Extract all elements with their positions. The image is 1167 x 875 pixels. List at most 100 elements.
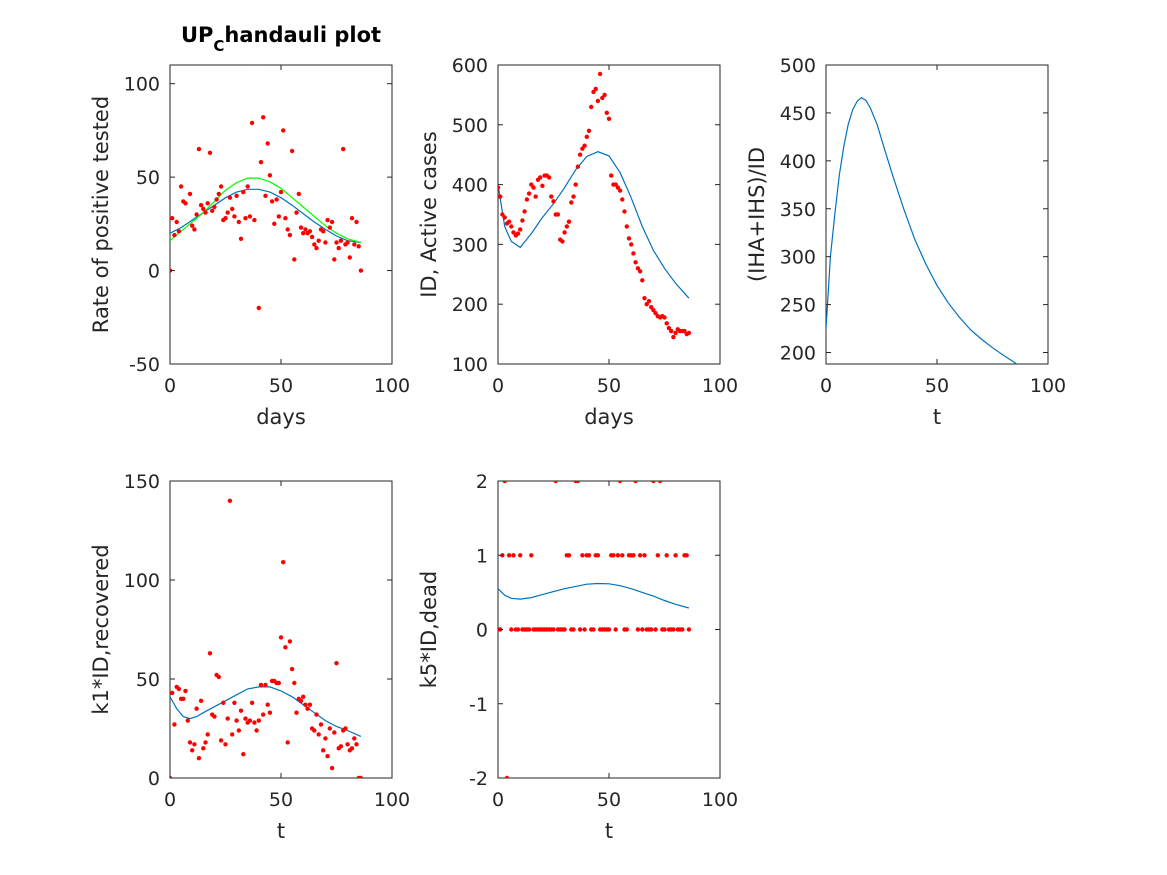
data-point [577,627,583,632]
data-point [586,128,592,133]
data-point [201,746,206,751]
data-point [247,214,253,219]
data-point [205,732,210,737]
data-point [529,553,534,558]
data-point [635,627,641,632]
data-point [604,110,609,116]
y-tick-label: 100 [124,570,160,592]
data-point [234,718,239,723]
data-point [624,224,629,229]
data-point [232,214,237,219]
data-point [190,223,195,228]
data-point [194,706,199,711]
data-point [287,639,293,644]
data-point [212,204,217,210]
data-point [249,120,255,126]
data-point [294,710,299,715]
data-point [194,212,199,217]
data-point [644,302,649,307]
data-point [564,224,569,229]
x-tick-label: 50 [925,375,949,397]
data-point [294,210,299,215]
data-point [653,627,658,632]
data-point [309,234,315,240]
data-point [575,164,581,169]
data-point [170,690,175,696]
data-point [655,553,660,558]
data-point [518,227,523,232]
y-tick-label: 2 [476,471,488,493]
plot-area [826,96,1018,364]
x-tick-label: 100 [374,375,410,397]
data-point [566,219,572,224]
data-point [301,231,306,236]
data-point [278,635,284,640]
y-tick-label: 500 [452,115,488,137]
data-point [352,736,357,741]
data-point [289,666,295,672]
data-point [518,553,523,558]
data-point [502,215,507,220]
data-point [657,481,663,484]
data-point [620,553,625,558]
y-tick-label: 100 [452,354,488,376]
data-point [185,718,190,723]
data-point [276,680,281,686]
data-point [617,188,623,193]
y-tick-label: 150 [124,471,160,493]
data-point [303,227,308,232]
series-line-1 [170,686,362,737]
data-point [538,175,543,180]
axes-box [169,64,393,365]
data-point [551,627,556,632]
data-point [354,742,359,747]
data-point [241,752,246,757]
y-tick-label: -50 [129,354,160,376]
data-point [265,141,270,146]
data-point [230,206,235,212]
data-point [341,146,346,152]
data-point [230,732,235,737]
data-point [631,251,636,256]
data-point [283,645,288,650]
data-point [329,219,335,225]
data-point [600,95,605,101]
data-point [595,553,601,558]
data-point [252,720,257,725]
data-point [170,775,173,778]
data-point [292,680,297,686]
data-point [633,260,638,265]
data-point [312,728,317,733]
data-point [589,104,594,110]
data-point [502,481,507,484]
data-point [571,627,576,632]
y-tick-label: 500 [780,55,816,77]
data-point [577,152,583,157]
data-point [318,722,324,727]
y-tick-label: 300 [452,234,488,256]
data-point [640,627,645,632]
data-point [192,227,197,232]
data-point [303,702,308,707]
y-axis-label: k1*ID,recovered [89,544,113,714]
data-point [247,718,253,723]
data-point [522,209,527,214]
data-point [617,481,623,484]
data-point [285,740,290,745]
data-point [218,184,224,189]
data-point [216,674,221,680]
data-point [637,269,643,274]
data-point [345,742,350,747]
data-point [673,553,678,558]
data-point [190,748,195,753]
data-point [307,702,313,707]
data-point [236,219,241,225]
data-point [646,299,652,304]
data-point [225,716,230,721]
data-point [305,706,310,711]
data-point [258,160,264,165]
data-point [526,191,532,196]
axes-box [497,64,721,365]
y-tick-label: 1 [476,545,488,567]
data-point [562,627,567,632]
